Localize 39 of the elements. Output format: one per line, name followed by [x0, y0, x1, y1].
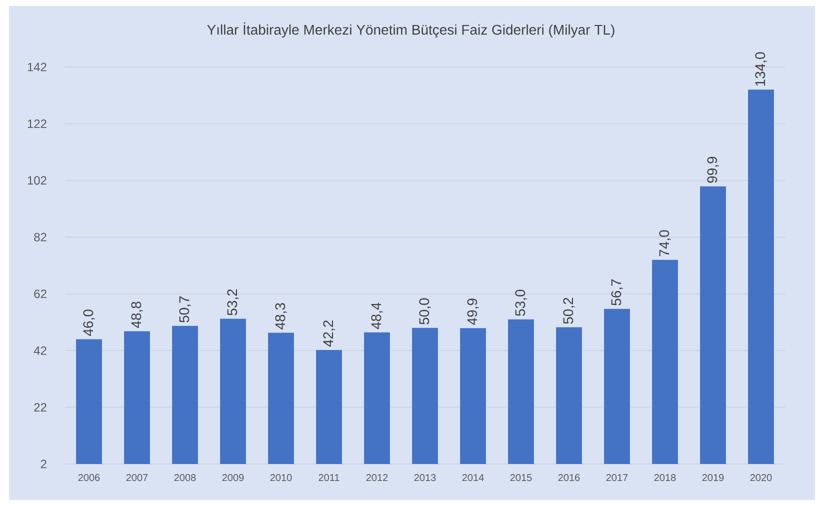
x-tick-label: 2010: [270, 474, 292, 482]
x-tick-label: 2009: [222, 474, 244, 482]
chart-title: Yıllar İtabirayle Merkezi Yönetim Bütçesi Faiz Giderleri (Milyar TL): [207, 22, 614, 38]
data-label: 56,7: [611, 279, 623, 306]
x-tick-label: 2012: [366, 474, 388, 482]
x-tick-label: 2017: [606, 474, 628, 482]
data-label: 99,9: [707, 156, 719, 183]
data-label: 50,2: [563, 298, 575, 324]
y-tick-label: 62: [34, 290, 46, 298]
data-label: 53,2: [227, 289, 239, 316]
data-label: 74,0: [659, 230, 671, 256]
x-tick-label: 2008: [174, 474, 196, 482]
data-label: 49,9: [467, 298, 479, 325]
x-tick-label: 2007: [126, 474, 148, 482]
data-label: 42,2: [323, 320, 335, 347]
x-tick-label: 2018: [654, 474, 676, 482]
data-label: 46,0: [83, 310, 95, 336]
data-label: 48,3: [275, 303, 287, 330]
data-label: 53,0: [515, 290, 527, 316]
x-tick-label: 2019: [702, 474, 724, 482]
x-tick-label: 2006: [78, 474, 100, 482]
x-tick-label: 2013: [414, 474, 436, 482]
y-tick-label: 2: [40, 460, 46, 468]
y-tick-label: 142: [28, 62, 46, 72]
data-label: 48,8: [131, 302, 143, 328]
data-label: 48,4: [371, 302, 383, 330]
x-tick-label: 2011: [318, 474, 340, 482]
x-tick-label: 2015: [510, 474, 532, 482]
x-tick-label: 2020: [750, 474, 772, 482]
y-tick-label: 122: [28, 120, 46, 128]
y-tick-label: 22: [34, 403, 46, 412]
y-tick-label: 102: [28, 176, 46, 185]
data-label: 50,0: [419, 298, 431, 324]
data-label: 50,7: [179, 296, 191, 322]
data-label: 134,0: [755, 52, 767, 86]
x-tick-label: 2014: [462, 474, 484, 482]
y-tick-label: 42: [34, 346, 46, 355]
y-tick-label: 82: [34, 232, 46, 242]
x-tick-label: 2016: [558, 474, 580, 482]
